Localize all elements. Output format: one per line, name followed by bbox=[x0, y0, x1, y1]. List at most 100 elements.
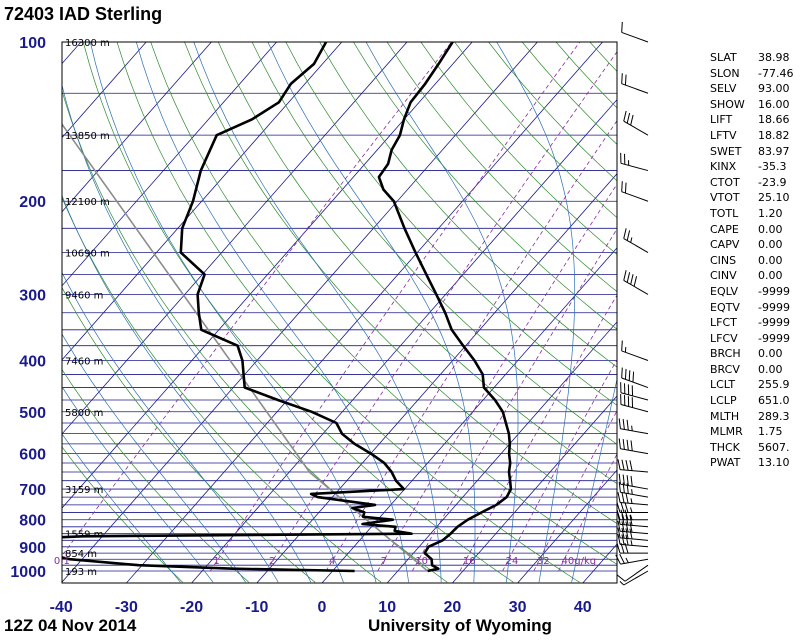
moist-adiabat bbox=[571, 377, 617, 583]
index-name: THCK bbox=[710, 440, 740, 454]
mixing-ratio-line bbox=[62, 42, 452, 557]
wind-barb-flag bbox=[621, 181, 623, 192]
wind-barb-flag bbox=[623, 228, 627, 239]
index-value: 13.10 bbox=[758, 456, 790, 470]
mixing-ratio-label: 10 bbox=[415, 556, 428, 567]
wind-barb-flag bbox=[629, 515, 633, 526]
isotherm bbox=[62, 42, 278, 287]
wind-barb-staff bbox=[620, 543, 649, 548]
wind-barb-flag bbox=[620, 509, 625, 520]
index-value: 83.97 bbox=[758, 144, 790, 158]
index-row-pwat: PWAT 13.10 bbox=[710, 455, 800, 471]
index-value: 18.66 bbox=[758, 113, 790, 127]
plot-area bbox=[62, 42, 617, 583]
pressure-tick-label: 200 bbox=[19, 194, 46, 211]
wind-barb-half-flag bbox=[625, 557, 629, 563]
index-row-totl: TOTL 1.20 bbox=[710, 206, 800, 222]
index-value: 0.00 bbox=[758, 269, 783, 283]
parcel-path bbox=[62, 122, 429, 572]
dewpoint-profile bbox=[62, 42, 413, 573]
index-value: 18.82 bbox=[758, 128, 790, 142]
index-value: -23.9 bbox=[758, 175, 787, 189]
wind-barb-flag bbox=[624, 502, 629, 513]
temperature-tick-label: 20 bbox=[444, 599, 462, 616]
wind-barb-staff bbox=[620, 162, 649, 172]
mixing-ratio-label: 7 bbox=[381, 556, 387, 567]
wind-barb-flag bbox=[616, 509, 621, 520]
isotherm bbox=[62, 42, 147, 139]
wind-barb-staff bbox=[620, 501, 649, 506]
wind-barb bbox=[618, 481, 649, 498]
pressure-tick-label: 700 bbox=[19, 482, 46, 499]
wind-barb-staff bbox=[620, 404, 649, 413]
index-name: SWET bbox=[710, 144, 742, 158]
wind-barb-flag bbox=[625, 459, 629, 471]
moist-adiabat bbox=[193, 42, 442, 583]
wind-barb-flag bbox=[623, 270, 627, 281]
wind-barb bbox=[623, 228, 649, 253]
index-value: 93.00 bbox=[758, 82, 790, 96]
wind-barb-flag bbox=[624, 74, 627, 86]
wind-barb-flag bbox=[624, 182, 627, 194]
wind-barb-staff bbox=[623, 279, 649, 295]
index-name: BRCH bbox=[710, 347, 741, 361]
mixing-ratio-label: 40g/kg bbox=[562, 556, 597, 567]
wind-barb-flag bbox=[625, 492, 629, 504]
wind-barb-staff bbox=[620, 537, 649, 541]
dry-adiabat bbox=[82, 42, 514, 583]
index-name: SHOW bbox=[710, 97, 745, 111]
dry-adiabat bbox=[62, 286, 316, 583]
wind-barb-staff bbox=[620, 448, 649, 455]
index-row-ctot: CTOT -23.9 bbox=[710, 175, 800, 191]
wind-barb-half-flag bbox=[630, 507, 633, 513]
index-value: 0.00 bbox=[758, 347, 783, 361]
wind-barb-flag bbox=[618, 418, 621, 429]
dry-adiabat bbox=[62, 446, 183, 583]
mixing-ratio-line bbox=[209, 42, 581, 572]
wind-barb bbox=[616, 502, 648, 513]
isotherm bbox=[386, 321, 617, 583]
wind-barb-flag bbox=[625, 528, 629, 539]
index-value: 1.20 bbox=[758, 206, 783, 220]
wind-barb bbox=[617, 520, 649, 535]
wind-barb-flag bbox=[621, 521, 625, 532]
moist-adiabat bbox=[62, 271, 279, 583]
mixing-ratio-line bbox=[533, 410, 617, 572]
wind-barb bbox=[617, 534, 649, 548]
pressure-tick-label: 500 bbox=[19, 405, 46, 422]
index-name: LFCT bbox=[710, 316, 737, 330]
index-name: MLTH bbox=[710, 409, 740, 423]
wind-barb-flag bbox=[621, 367, 623, 379]
wind-barb-flag bbox=[618, 481, 621, 493]
index-value: 5607. bbox=[758, 440, 790, 454]
index-name: SELV bbox=[710, 82, 737, 96]
wind-barb-flag bbox=[629, 521, 633, 533]
wind-barb-flag bbox=[617, 492, 621, 503]
index-name: CINS bbox=[710, 253, 737, 267]
data-source: University of Wyoming bbox=[368, 616, 552, 635]
index-row-thck: THCK 5607. bbox=[710, 440, 800, 456]
wind-barb bbox=[623, 270, 649, 295]
height-label: 13850 m bbox=[65, 131, 110, 142]
wind-barb-flag bbox=[625, 521, 629, 533]
moist-adiabat bbox=[267, 42, 476, 583]
index-row-mlmr: MLMR 1.75 bbox=[710, 424, 800, 440]
wind-barb-half-flag bbox=[631, 425, 633, 431]
index-value: 0.00 bbox=[758, 222, 783, 236]
index-value: 38.98 bbox=[758, 51, 790, 64]
moist-adiabat bbox=[62, 84, 344, 583]
dry-adiabat bbox=[62, 368, 250, 583]
wind-barb-flag bbox=[624, 509, 629, 520]
height-label: 7460 m bbox=[65, 356, 103, 367]
wind-barb-flag bbox=[626, 475, 629, 486]
index-row-brcv: BRCV 0.00 bbox=[710, 362, 800, 378]
pressure-tick-label: 800 bbox=[19, 513, 46, 530]
wind-barb-flag bbox=[616, 542, 621, 554]
index-value: 651.0 bbox=[758, 394, 790, 408]
dry-adiabat bbox=[319, 42, 617, 368]
index-row-eqtv: EQTV -9999 bbox=[710, 300, 800, 316]
index-name: LFTV bbox=[710, 128, 737, 142]
index-value: -35.3 bbox=[758, 160, 787, 174]
mixing-ratio-label: 16 bbox=[463, 556, 476, 567]
index-name: CAPV bbox=[710, 238, 740, 252]
